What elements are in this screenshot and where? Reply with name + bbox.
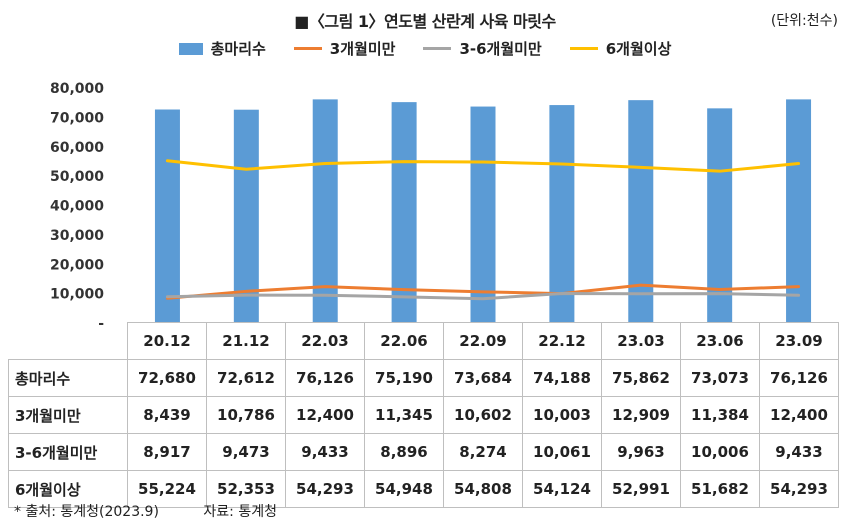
data-label: 9,433 (759, 433, 839, 471)
legend-item-over6: 6개월이상 (569, 38, 672, 59)
legend-label-total: 총마리수 (210, 40, 266, 58)
data-label: 10,003 (522, 396, 602, 434)
y-tick-label: 50,000 (50, 169, 104, 185)
data-table: 20.12 21.12 22.03 22.06 22.09 22.12 23.03 23.06… (8, 322, 839, 508)
data-label: 10,006 (680, 433, 760, 471)
table-row: 6개월이상 55,224 52,353 54,293 54,948 54,808 54,12… (8, 470, 839, 508)
table-corner (8, 322, 128, 360)
legend-swatch-3to6 (423, 47, 452, 50)
legend-swatch-under3 (293, 47, 322, 50)
x-tick-label: 21.12 (206, 322, 286, 360)
data-label: 8,917 (127, 433, 207, 471)
bar-23.09 (786, 99, 812, 323)
data-label: 72,612 (206, 359, 286, 397)
data-label: 75,862 (601, 359, 681, 397)
line-series-2 (165, 159, 801, 173)
bar-23.03 (628, 100, 654, 324)
table-row-header: 3-6개월미만 (8, 433, 128, 471)
data-label: 52,991 (601, 470, 681, 508)
footnote: * 출처: 통계청(2023.9) 자료: 통계청 (14, 501, 317, 521)
x-tick-label: 22.09 (443, 322, 523, 360)
data-label: 76,126 (285, 359, 365, 397)
data-label: 8,439 (127, 396, 207, 434)
unit-label: (단위:천수) (770, 13, 838, 29)
data-label: 54,808 (443, 470, 523, 508)
bar-22.03 (312, 99, 338, 323)
bar-22.06 (391, 102, 417, 324)
table-header-row: 20.12 21.12 22.03 22.06 22.09 22.12 23.03 23.06… (8, 322, 839, 360)
data-label: 74,188 (522, 359, 602, 397)
footnote-data-source: 자료: 통계청 (203, 504, 277, 520)
data-label: 75,190 (364, 359, 444, 397)
table-row: 3개월미만 8,439 10,786 12,400 11,345 10,602 10,003… (8, 396, 839, 434)
x-tick-label: 20.12 (127, 322, 207, 360)
bar-20.12 (154, 109, 180, 323)
data-label: 54,293 (285, 470, 365, 508)
legend-label-3to6: 3-6개월미만 (459, 40, 542, 58)
data-label: 12,400 (759, 396, 839, 434)
line-series-1 (165, 291, 801, 301)
chart-title: ■〈그림 1〉연도별 산란계 사육 마릿수 (294, 12, 556, 31)
y-tick-label: 10,000 (50, 287, 104, 303)
data-label: 54,293 (759, 470, 839, 508)
legend-label-over6: 6개월이상 (605, 40, 672, 58)
bar-23.06 (707, 108, 733, 324)
bar-21.12 (233, 109, 259, 324)
x-tick-label: 23.06 (680, 322, 760, 360)
legend-label-under3: 3개월미만 (329, 40, 396, 58)
data-label: 55,224 (127, 470, 207, 508)
legend: 총마리수 3개월미만 3-6개월미만 6개월이상 (0, 38, 850, 59)
data-label: 10,061 (522, 433, 602, 471)
legend-item-3to6: 3-6개월미만 (423, 38, 542, 59)
table-row-header: 총마리수 (8, 359, 128, 397)
data-label: 11,384 (680, 396, 760, 434)
y-tick-label: 40,000 (50, 199, 104, 215)
legend-swatch-total (178, 42, 203, 55)
data-label: 10,786 (206, 396, 286, 434)
data-label: 12,400 (285, 396, 365, 434)
x-tick-label: 22.03 (285, 322, 365, 360)
table-row: 3-6개월미만 8,917 9,473 9,433 8,896 8,274 10,061 9,… (8, 433, 839, 471)
data-label: 12,909 (601, 396, 681, 434)
chart-plot: -10,00020,00030,00040,00050,00060,00070,… (50, 81, 812, 330)
data-label: 72,680 (127, 359, 207, 397)
line-series-0 (165, 283, 801, 300)
x-tick-label: 23.03 (601, 322, 681, 360)
x-tick-label: 22.12 (522, 322, 602, 360)
legend-item-total: 총마리수 (178, 38, 266, 59)
footnote-source: * 출처: 통계청(2023.9) (14, 504, 159, 520)
data-label: 8,274 (443, 433, 523, 471)
y-tick-label: 20,000 (50, 257, 104, 273)
table-row-header: 6개월이상 (8, 470, 128, 508)
data-label: 73,684 (443, 359, 523, 397)
y-tick-label: 70,000 (50, 110, 104, 126)
y-tick-label: 80,000 (50, 81, 104, 97)
data-label: 76,126 (759, 359, 839, 397)
data-label: 9,963 (601, 433, 681, 471)
x-tick-label: 22.06 (364, 322, 444, 360)
data-label: 8,896 (364, 433, 444, 471)
legend-item-under3: 3개월미만 (293, 38, 396, 59)
x-tick-label: 23.09 (759, 322, 839, 360)
y-tick-label: 30,000 (50, 228, 104, 244)
data-label: 54,124 (522, 470, 602, 508)
table-row-header: 3개월미만 (8, 396, 128, 434)
table-row: 총마리수 72,680 72,612 76,126 75,190 73,684 74,188… (8, 359, 839, 397)
data-label: 52,353 (206, 470, 286, 508)
data-label: 9,473 (206, 433, 286, 471)
data-label: 51,682 (680, 470, 760, 508)
data-label: 9,433 (285, 433, 365, 471)
bar-22.09 (470, 106, 496, 323)
y-tick-label: 60,000 (50, 140, 104, 156)
data-label: 11,345 (364, 396, 444, 434)
bar-22.12 (549, 105, 575, 323)
legend-swatch-over6 (569, 47, 598, 50)
data-label: 73,073 (680, 359, 760, 397)
data-label: 10,602 (443, 396, 523, 434)
data-label: 54,948 (364, 470, 444, 508)
